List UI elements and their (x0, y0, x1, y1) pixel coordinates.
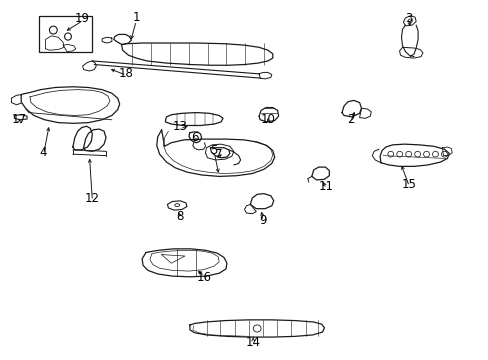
Ellipse shape (423, 151, 428, 157)
Ellipse shape (253, 325, 261, 332)
Text: 10: 10 (260, 113, 275, 126)
Text: 3: 3 (405, 12, 412, 25)
Ellipse shape (174, 204, 179, 207)
Text: 7: 7 (215, 148, 223, 161)
Text: 15: 15 (401, 178, 416, 191)
Bar (39, 17, 92, 51)
Ellipse shape (432, 151, 438, 157)
Ellipse shape (64, 33, 71, 40)
Ellipse shape (49, 26, 57, 34)
Ellipse shape (407, 19, 411, 23)
Ellipse shape (396, 151, 402, 157)
Ellipse shape (441, 151, 447, 157)
Text: 9: 9 (259, 214, 266, 227)
Ellipse shape (387, 151, 393, 157)
Ellipse shape (414, 151, 420, 157)
Text: 8: 8 (176, 210, 183, 223)
Text: 13: 13 (172, 121, 187, 134)
Text: 16: 16 (197, 271, 212, 284)
Text: 19: 19 (75, 12, 90, 25)
Text: 17: 17 (12, 113, 27, 126)
Ellipse shape (405, 151, 411, 157)
Text: 6: 6 (191, 131, 198, 144)
Text: 12: 12 (85, 192, 100, 205)
Text: 11: 11 (318, 180, 333, 193)
Text: 5: 5 (210, 144, 218, 157)
Text: 1: 1 (132, 12, 140, 24)
Text: 4: 4 (40, 145, 47, 158)
Text: 14: 14 (245, 336, 260, 348)
Text: 18: 18 (119, 67, 134, 80)
Text: 2: 2 (346, 113, 354, 126)
